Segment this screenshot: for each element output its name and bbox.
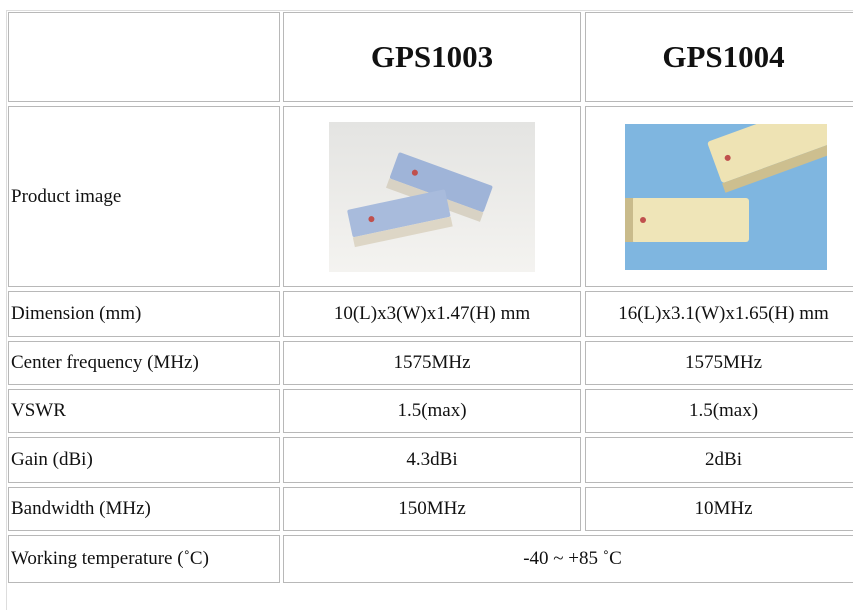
value-cell: 16(L)x3.1(W)x1.65(H) mm	[585, 291, 853, 337]
row-label: Gain (dBi)	[8, 437, 280, 483]
row-label: VSWR	[8, 389, 280, 433]
row-label: Product image	[8, 106, 280, 287]
table-frame	[6, 10, 853, 610]
product-image-cell	[283, 106, 581, 287]
product-image-cell	[585, 106, 853, 287]
value-cell: 1575MHz	[585, 341, 853, 385]
product-image	[329, 121, 535, 272]
value-cell: 150MHz	[283, 487, 581, 531]
value-cell: 1.5(max)	[585, 389, 853, 433]
row-label: Dimension (mm)	[8, 291, 280, 337]
row-label: Bandwidth (MHz)	[8, 487, 280, 531]
row-label: Working temperature (˚C)	[8, 535, 280, 583]
value-cell: 10(L)x3(W)x1.47(H) mm	[283, 291, 581, 337]
value-cell: 1575MHz	[283, 341, 581, 385]
value-cell: 4.3dBi	[283, 437, 581, 483]
value-cell: 2dBi	[585, 437, 853, 483]
product-image	[625, 123, 827, 270]
corner-cell	[8, 12, 280, 102]
value-cell: 10MHz	[585, 487, 853, 531]
column-header: GPS1004	[585, 12, 853, 102]
column-header: GPS1003	[283, 12, 581, 102]
value-cell: -40 ~ +85 ˚C	[283, 535, 853, 583]
row-label: Center frequency (MHz)	[8, 341, 280, 385]
value-cell: 1.5(max)	[283, 389, 581, 433]
